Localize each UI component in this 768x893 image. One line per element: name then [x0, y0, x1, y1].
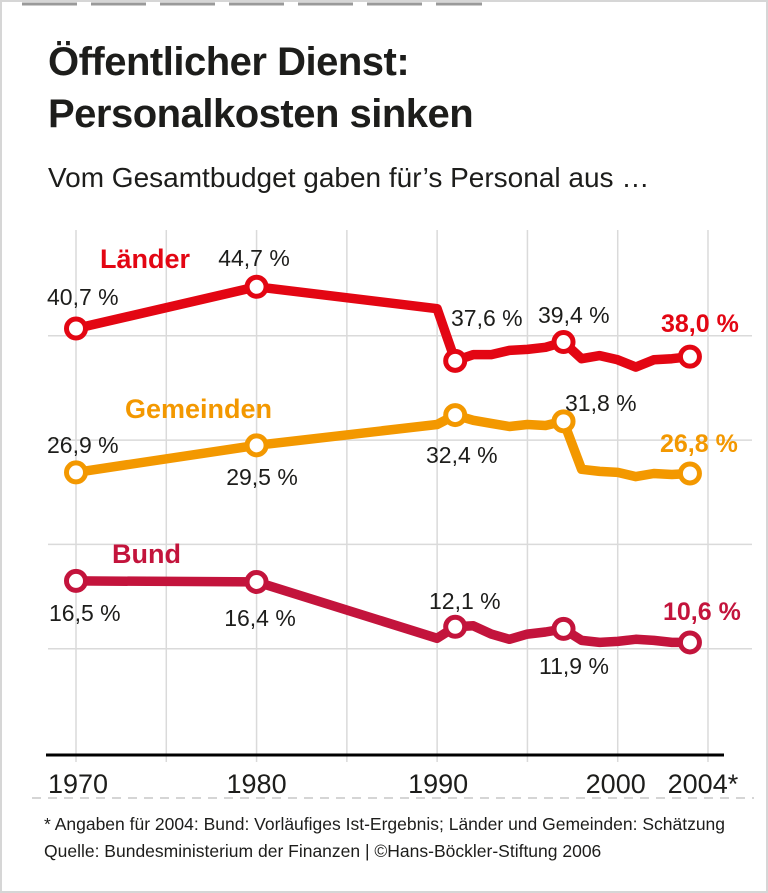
laender-marker-1980	[244, 274, 269, 299]
laender-marker-1991	[443, 348, 468, 373]
laender-marker-1997	[551, 330, 576, 355]
value-label: 39,4 %	[538, 302, 610, 328]
laender-marker-2004	[677, 344, 702, 369]
bund-marker-1980	[244, 569, 269, 594]
bund-marker-1997	[551, 616, 576, 641]
laender-series-line	[71, 282, 695, 372]
value-label: 10,6 %	[663, 598, 741, 626]
value-label: 44,7 %	[218, 245, 290, 271]
axis-year-label: 1970	[48, 769, 108, 799]
value-label: 38,0 %	[661, 310, 739, 338]
value-label: 40,7 %	[47, 284, 119, 310]
bund-marker-1991	[443, 614, 468, 639]
axis-year-label: 2000	[586, 769, 646, 799]
laender-marker-1970	[64, 316, 88, 341]
gemeinden-marker-2004	[677, 461, 702, 486]
chart-title: Öffentlicher Dienst: Personalkosten sink…	[48, 36, 474, 140]
gemeinden-marker-1980	[244, 433, 269, 458]
value-label: 16,5 %	[49, 600, 121, 626]
axis-year-label: 1990	[408, 769, 468, 799]
value-label: 26,8 %	[660, 430, 738, 458]
series-label: Bund	[112, 539, 181, 569]
gemeinden-series-line	[71, 410, 695, 482]
chart-title-line1: Öffentlicher Dienst:	[48, 40, 410, 84]
bund-marker-2004	[677, 630, 702, 655]
chart-subtitle: Vom Gesamtbudget gaben für’s Personal au…	[48, 162, 650, 193]
footnote-asterisk-line: * Angaben für 2004: Bund: Vorläufiges Is…	[44, 814, 726, 834]
value-label: 37,6 %	[451, 305, 523, 331]
gemeinden-marker-1997	[551, 409, 576, 434]
chart-footnote: * Angaben für 2004: Bund: Vorläufiges Is…	[44, 811, 725, 865]
bund-series-line	[71, 576, 695, 648]
chart-title-line2: Personalkosten sinken	[48, 92, 474, 136]
gemeinden-marker-1991	[443, 403, 468, 428]
footnote-source-line: Quelle: Bundesministerium der Finanzen |…	[44, 841, 602, 861]
value-label: 29,5 %	[226, 464, 298, 490]
value-label: 16,4 %	[224, 605, 296, 631]
series-label: Gemeinden	[125, 394, 272, 424]
value-label: 31,8 %	[565, 390, 637, 416]
value-label: 11,9 %	[539, 653, 609, 679]
value-label: 32,4 %	[426, 442, 498, 468]
value-label: 12,1 %	[429, 588, 501, 614]
value-label: 26,9 %	[47, 432, 119, 458]
series-label: Länder	[100, 244, 191, 274]
bund-marker-1970	[64, 568, 88, 593]
axis-year-label: 2004*	[668, 769, 739, 799]
axis-year-label: 1980	[227, 769, 287, 799]
gemeinden-marker-1970	[64, 460, 88, 485]
